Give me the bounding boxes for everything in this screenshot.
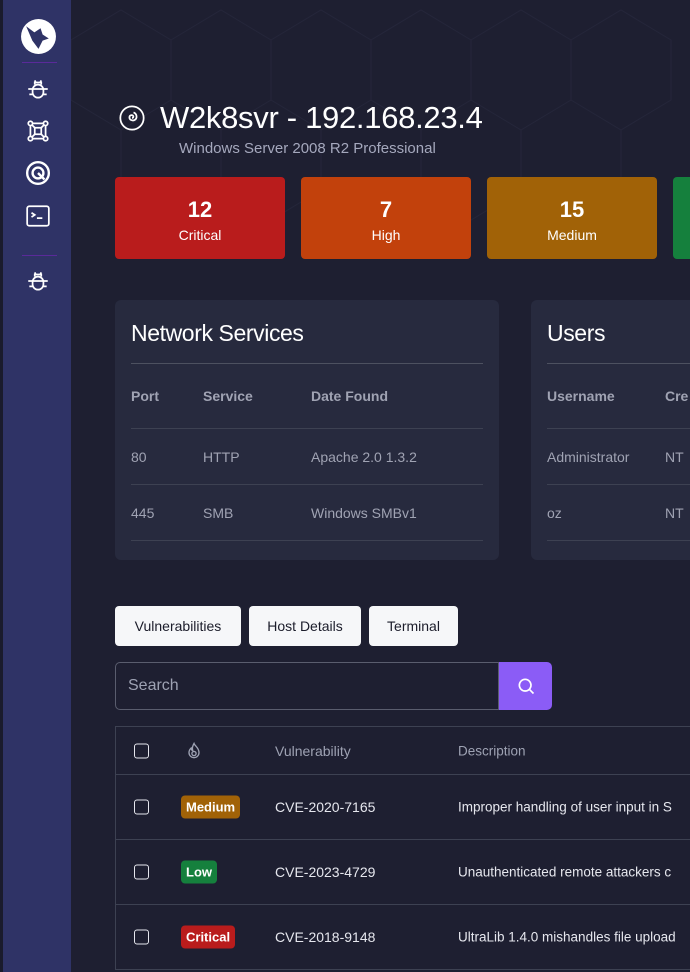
vulnerability-id: CVE-2018-9148 (275, 929, 376, 945)
description: UltraLib 1.4.0 mishandles file upload (458, 929, 676, 945)
table-row: 445 SMB Windows SMBv1 (131, 485, 483, 541)
severity-badge: Medium (181, 795, 241, 819)
table-header: Vulnerability Description (116, 727, 690, 775)
summary-card-high[interactable]: 7 High (301, 177, 471, 259)
table-row: Administrator NT (547, 429, 690, 485)
terminal-icon[interactable] (25, 203, 51, 229)
bug-icon[interactable] (25, 76, 51, 102)
table-row[interactable]: Low CVE-2023-4729 Unauthenticated remote… (116, 840, 690, 905)
count: 7 (379, 197, 393, 222)
row-checkbox[interactable] (134, 799, 149, 815)
table-row[interactable]: Critical CVE-2018-9148 UltraLib 1.4.0 mi… (116, 905, 690, 970)
credential: NT (665, 448, 684, 465)
label: Medium (547, 227, 597, 243)
summary-card-low[interactable] (673, 177, 690, 259)
description: Improper handling of user input in S (458, 799, 672, 815)
row-checkbox[interactable] (134, 929, 149, 945)
panel-title: Users (547, 320, 690, 364)
divider (22, 255, 57, 256)
vulnerabilities-table: Vulnerability Description Medium CVE-202… (115, 726, 690, 970)
severity-badge: Critical (181, 925, 236, 949)
port: 445 (131, 504, 155, 521)
tab-vulnerabilities[interactable]: Vulnerabilities (115, 606, 241, 646)
tab-terminal[interactable]: Terminal (369, 606, 458, 646)
column-header: Service (203, 388, 253, 404)
port: 80 (131, 448, 147, 465)
summary-card-medium[interactable]: 15 Medium (487, 177, 657, 259)
column-header: Username (547, 388, 615, 404)
label: High (371, 227, 401, 243)
table-header: Port Service Date Found (131, 364, 483, 429)
column-header[interactable]: Description (458, 743, 526, 758)
date-found: Apache 2.0 1.3.2 (311, 448, 417, 465)
table-row[interactable]: Medium CVE-2020-7165 Improper handling o… (116, 775, 690, 840)
label: Critical (178, 227, 222, 243)
credential: NT (665, 504, 684, 521)
vulnerability-id: CVE-2023-4729 (275, 864, 376, 880)
users-panel: Users Username Cre Administrator NT oz N… (531, 300, 690, 560)
count: 12 (187, 197, 213, 222)
username: Administrator (547, 448, 630, 465)
date-found: Windows SMBv1 (311, 504, 417, 521)
host-os: Windows Server 2008 R2 Professional (179, 140, 436, 157)
target-icon[interactable] (25, 160, 51, 186)
wolf-logo-icon[interactable] (20, 18, 57, 55)
page-title: W2k8svr - 192.168.23.4 (118, 100, 483, 136)
search-icon (518, 678, 534, 695)
tab-host-details[interactable]: Host Details (249, 606, 361, 646)
column-header: Date Found (311, 388, 388, 404)
panel-title: Network Services (131, 320, 483, 364)
network-icon[interactable] (25, 118, 51, 144)
table-row: oz NT (547, 485, 690, 541)
table-row: 80 HTTP Apache 2.0 1.3.2 (131, 429, 483, 485)
bug-icon[interactable] (25, 268, 51, 294)
username: oz (547, 504, 562, 521)
severity-badge: Low (181, 860, 217, 884)
vulnerability-id: CVE-2020-7165 (275, 799, 376, 815)
row-checkbox[interactable] (134, 864, 149, 880)
column-header: Cre (665, 388, 689, 404)
count: 15 (559, 197, 585, 222)
severity-flame-icon[interactable] (184, 741, 204, 761)
summary-card-critical[interactable]: 12 Critical (115, 177, 285, 259)
search-input[interactable] (115, 662, 499, 710)
divider (22, 62, 57, 63)
select-all-checkbox[interactable] (134, 743, 149, 758)
column-header: Port (131, 388, 159, 404)
column-header[interactable]: Vulnerability (275, 742, 351, 759)
service: SMB (203, 504, 234, 521)
table-header: Username Cre (547, 364, 690, 429)
description: Unauthenticated remote attackers c (458, 864, 672, 880)
network-services-panel: Network Services Port Service Date Found… (115, 300, 499, 560)
sidebar (0, 0, 71, 972)
search-button[interactable] (499, 662, 552, 710)
host-title: W2k8svr - 192.168.23.4 (160, 100, 483, 135)
service: HTTP (203, 448, 240, 465)
spiral-icon (119, 105, 145, 131)
